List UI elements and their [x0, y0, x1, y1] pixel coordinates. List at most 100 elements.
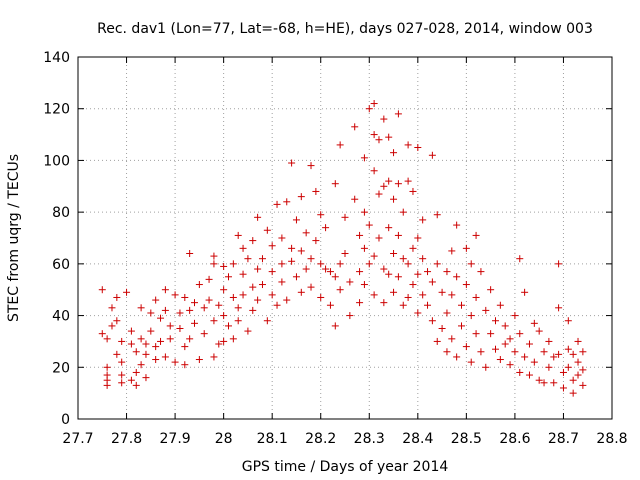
data-point: [394, 180, 402, 188]
x-tick-label: 28.2: [305, 431, 336, 447]
data-point: [288, 257, 296, 265]
data-point: [385, 177, 393, 185]
data-point: [487, 286, 495, 294]
x-tick-label: 28.4: [402, 431, 433, 447]
data-point: [399, 255, 407, 263]
data-point: [210, 260, 218, 268]
data-point: [360, 154, 368, 162]
data-point: [511, 312, 519, 320]
data-point: [210, 317, 218, 325]
data-point: [574, 371, 582, 379]
data-point: [224, 273, 232, 281]
data-point: [559, 384, 567, 392]
data-point: [268, 291, 276, 299]
data-point: [569, 350, 577, 358]
data-point: [268, 268, 276, 276]
data-point: [283, 296, 291, 304]
data-point: [166, 335, 174, 343]
data-point: [312, 187, 320, 195]
data-point: [292, 216, 300, 224]
data-point: [414, 144, 422, 151]
data-point: [467, 260, 475, 268]
data-point: [137, 335, 145, 343]
data-point: [433, 211, 441, 219]
data-point: [477, 268, 485, 276]
data-point: [224, 322, 232, 330]
data-point: [404, 141, 412, 149]
x-tick-label: 28.8: [596, 431, 627, 447]
data-point: [356, 268, 364, 276]
data-point: [118, 379, 126, 387]
data-point: [409, 244, 417, 252]
data-point: [297, 193, 305, 201]
data-point: [137, 304, 145, 312]
data-point: [555, 304, 563, 312]
data-point: [195, 281, 203, 289]
x-tick-label: 28: [215, 431, 233, 447]
data-point: [263, 317, 271, 325]
data-point: [516, 330, 524, 338]
data-point: [195, 356, 203, 364]
data-point: [477, 348, 485, 356]
data-point: [453, 353, 461, 361]
data-point: [336, 286, 344, 294]
data-point: [550, 379, 558, 387]
data-point: [292, 273, 300, 281]
data-point: [283, 198, 291, 206]
data-point: [239, 291, 247, 299]
y-tick-label: 100: [43, 153, 70, 169]
data-point: [205, 275, 213, 283]
data-point: [254, 213, 262, 221]
data-point: [239, 244, 247, 252]
x-axis-label: GPS time / Days of year 2014: [242, 459, 449, 475]
data-point: [370, 252, 378, 260]
data-point: [390, 149, 398, 157]
data-point: [404, 177, 412, 185]
data-point: [302, 265, 310, 273]
data-point: [181, 293, 189, 301]
plot-border: [77, 56, 613, 420]
data-point: [123, 288, 131, 296]
data-point: [113, 350, 121, 358]
data-point: [424, 268, 432, 276]
data-point: [530, 358, 538, 366]
x-tick-label: 27.7: [62, 431, 93, 447]
data-point: [472, 330, 480, 338]
data-point: [535, 376, 543, 384]
data-point: [360, 244, 368, 252]
data-point: [161, 306, 169, 314]
data-point: [118, 371, 126, 379]
data-point: [443, 348, 451, 356]
data-point: [307, 162, 315, 170]
data-point: [278, 234, 286, 242]
data-point: [424, 301, 432, 309]
data-point: [375, 190, 383, 198]
data-point: [220, 286, 228, 294]
data-point: [419, 255, 427, 263]
data-point: [210, 252, 218, 260]
data-point: [161, 353, 169, 361]
data-point: [346, 312, 354, 320]
data-point: [336, 260, 344, 268]
data-point: [399, 301, 407, 309]
data-point: [331, 273, 339, 281]
data-point: [191, 319, 199, 327]
data-point: [176, 309, 184, 317]
data-point: [472, 293, 480, 301]
data-point: [220, 262, 228, 270]
data-point: [365, 105, 373, 113]
data-points: [98, 100, 587, 397]
data-point: [482, 363, 490, 371]
data-point: [579, 366, 587, 374]
x-tick-label: 28.5: [451, 431, 482, 447]
data-point: [404, 293, 412, 301]
data-point: [453, 221, 461, 229]
data-point: [326, 301, 334, 309]
data-point: [351, 195, 359, 203]
data-point: [380, 115, 388, 123]
data-point: [564, 345, 572, 353]
data-point: [142, 374, 150, 382]
data-point: [370, 291, 378, 299]
data-point: [438, 325, 446, 332]
data-point: [414, 270, 422, 278]
